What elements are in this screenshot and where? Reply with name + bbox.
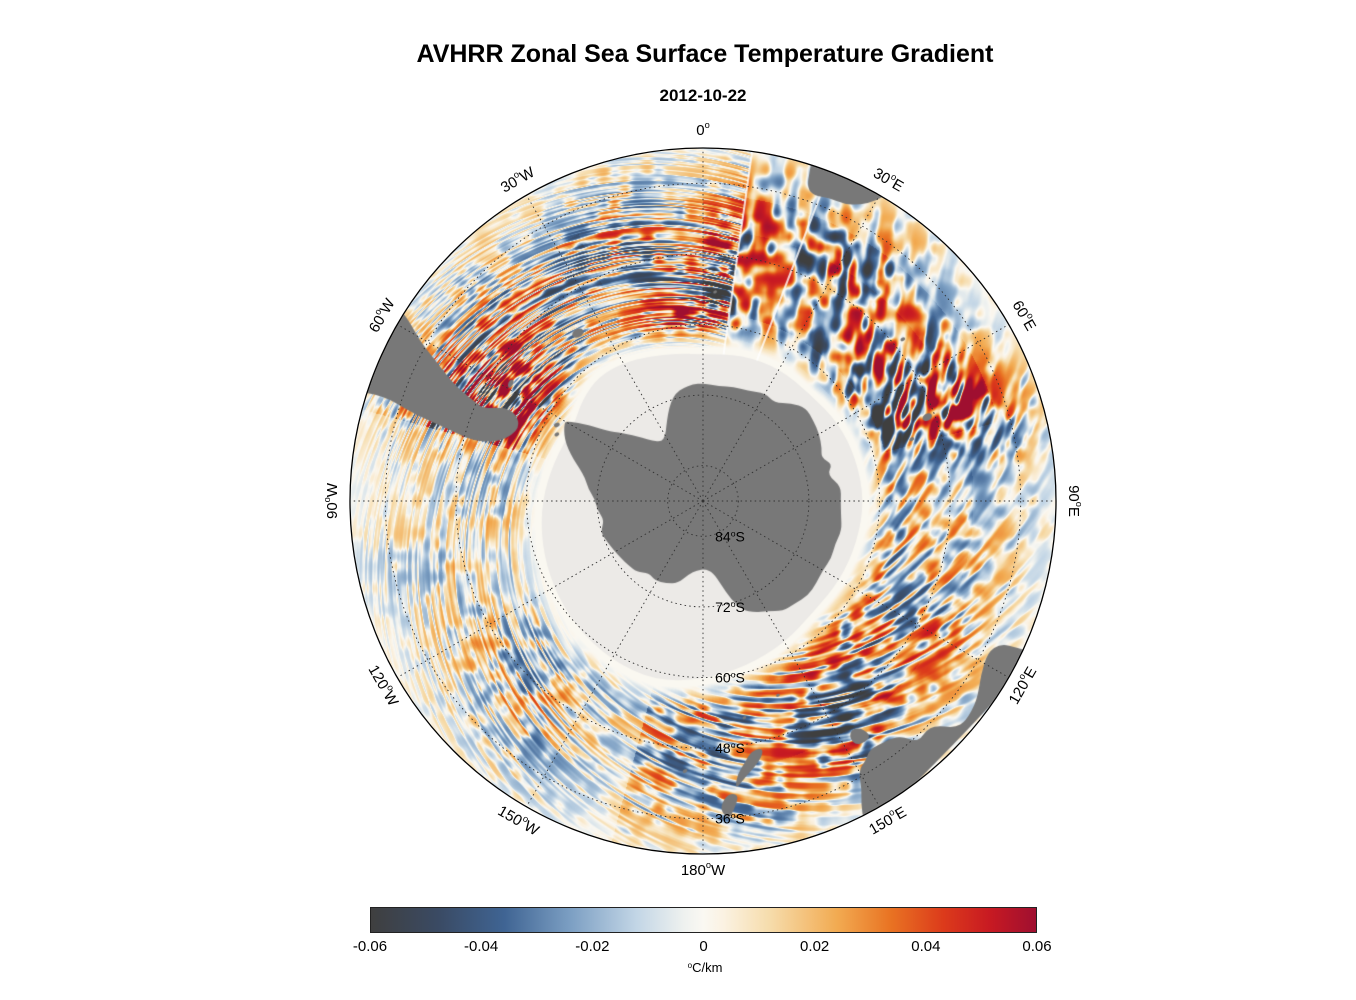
colorbar-tick-label: -0.02: [575, 938, 610, 955]
degree-superscript: o: [687, 961, 693, 971]
colorbar-gradient-bar: [370, 907, 1037, 933]
colorbar-tick-label: 0.06: [1022, 938, 1052, 955]
colorbar-tick-label: 0: [699, 938, 708, 955]
colorbar-tick-label: 0.02: [800, 938, 830, 955]
colorbar-unit-label: oC/km: [687, 960, 723, 975]
colorbar-tick-label: -0.04: [464, 938, 499, 955]
colorbar-tick-label: 0.04: [911, 938, 941, 955]
colorbar-tick-label: -0.06: [352, 938, 388, 955]
